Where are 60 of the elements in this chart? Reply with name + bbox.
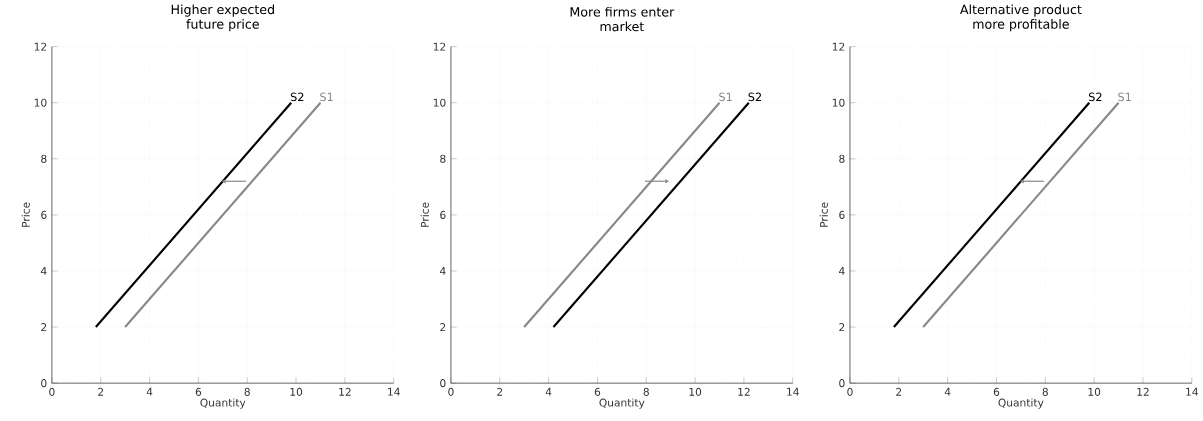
series-label: S1 bbox=[320, 92, 333, 102]
x-tick-label: 4 bbox=[944, 387, 951, 396]
x-tick-label: 0 bbox=[847, 387, 853, 396]
x-tick-label: 6 bbox=[195, 387, 202, 396]
x-axis-title: Quantity bbox=[998, 398, 1044, 409]
y-tick-label: 12 bbox=[34, 42, 47, 51]
y-tick-label: 12 bbox=[433, 42, 446, 51]
series-label: S2 bbox=[290, 92, 304, 102]
x-tick-label: 12 bbox=[738, 387, 750, 396]
x-tick-label: 10 bbox=[689, 387, 702, 396]
y-tick-label: 2 bbox=[440, 323, 446, 331]
x-tick-label: 0 bbox=[49, 387, 55, 396]
y-tick-label: 6 bbox=[440, 210, 446, 219]
y-tick-label: 4 bbox=[439, 267, 446, 275]
x-tick-label: 0 bbox=[448, 387, 454, 396]
x-tick-label: 2 bbox=[896, 387, 902, 396]
x-tick-label: 8 bbox=[643, 387, 649, 396]
x-tick-label: 14 bbox=[787, 387, 799, 396]
y-tick-label: 2 bbox=[839, 323, 845, 331]
y-tick-label: 4 bbox=[40, 267, 47, 275]
x-tick-label: 8 bbox=[244, 387, 250, 396]
x-tick-label: 6 bbox=[594, 387, 601, 396]
chart-title: More firms enter market bbox=[570, 6, 675, 32]
y-tick-label: 8 bbox=[440, 154, 446, 163]
x-tick-label: 2 bbox=[98, 387, 104, 396]
x-tick-label: 4 bbox=[146, 387, 153, 396]
y-axis-title: Price bbox=[420, 202, 429, 227]
x-axis-title: Quantity bbox=[599, 398, 645, 409]
y-tick-label: 0 bbox=[440, 379, 446, 388]
y-tick-label: 4 bbox=[839, 267, 845, 275]
x-tick-label: 6 bbox=[993, 387, 1000, 396]
x-tick-label: 8 bbox=[1042, 387, 1048, 396]
y-tick-label: 0 bbox=[839, 379, 845, 388]
series-label: S2 bbox=[748, 92, 761, 102]
y-tick-label: 6 bbox=[839, 210, 845, 219]
y-tick-label: 12 bbox=[832, 42, 845, 51]
x-tick-label: 14 bbox=[1186, 387, 1198, 396]
x-tick-label: 2 bbox=[497, 387, 503, 396]
x-tick-label: 10 bbox=[290, 387, 303, 396]
y-tick-label: 2 bbox=[41, 323, 47, 331]
y-axis-title: Price bbox=[21, 202, 30, 227]
x-axis-title: Quantity bbox=[200, 398, 246, 409]
y-tick-label: 8 bbox=[839, 154, 845, 163]
chart-title: Alternative product more profitable bbox=[960, 4, 1082, 32]
y-tick-label: 10 bbox=[34, 98, 47, 107]
y-tick-label: 8 bbox=[41, 154, 47, 163]
x-tick-label: 4 bbox=[545, 387, 552, 396]
y-tick-label: 6 bbox=[41, 210, 47, 219]
x-tick-label: 14 bbox=[388, 387, 400, 396]
x-tick-label: 12 bbox=[339, 387, 351, 396]
y-axis-title: Price bbox=[819, 202, 828, 227]
x-tick-label: 10 bbox=[1088, 387, 1101, 396]
x-tick-label: 12 bbox=[1137, 387, 1149, 396]
y-tick-label: 10 bbox=[433, 98, 446, 107]
series-label: S1 bbox=[719, 92, 732, 102]
chart-title: Higher expected future price bbox=[171, 4, 274, 32]
series-label: S1 bbox=[1118, 92, 1131, 102]
series-label: S2 bbox=[1088, 92, 1102, 102]
y-tick-label: 10 bbox=[832, 98, 845, 107]
y-tick-label: 0 bbox=[41, 379, 47, 388]
